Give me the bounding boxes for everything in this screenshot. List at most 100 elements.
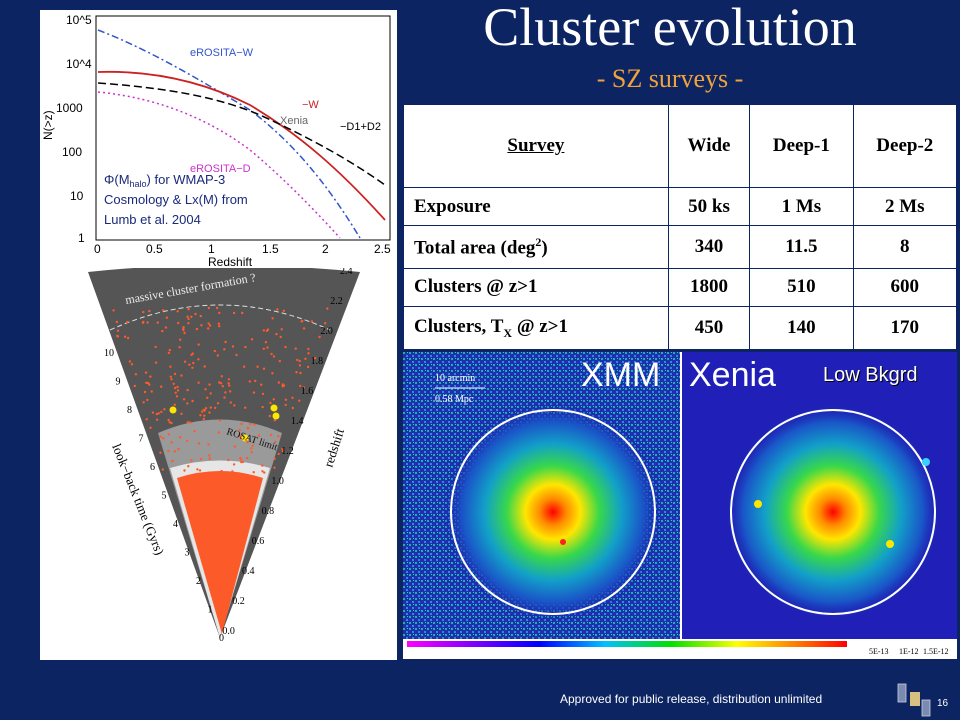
x-tick: 2: [322, 242, 329, 256]
galaxy-dot: [126, 336, 130, 340]
colorbar-tick: 1E-12: [899, 647, 919, 656]
galaxy-dot: [284, 398, 288, 401]
left-tick-label: 7: [139, 434, 144, 445]
left-tick-label: 4: [173, 519, 178, 530]
galaxy-dot: [306, 365, 310, 369]
galaxy-dot: [215, 306, 219, 310]
galaxy-dot: [165, 316, 169, 319]
galaxy-dot: [261, 464, 264, 467]
column-header: Survey: [403, 104, 669, 188]
galaxy-dot: [213, 349, 217, 353]
galaxy-dot: [301, 319, 304, 323]
galaxy-dot: [270, 352, 273, 356]
slide-subtitle: - SZ surveys -: [596, 64, 744, 93]
galaxy-dot: [261, 405, 264, 409]
galaxy-dot: [284, 403, 287, 407]
table-header-row: Survey Wide Deep-1 Deep-2: [403, 104, 958, 188]
galaxy-dot: [238, 428, 241, 432]
galaxy-dot: [168, 421, 171, 424]
galaxy-dot: [151, 411, 155, 414]
galaxy-dot: [233, 404, 236, 407]
galaxy-dot: [168, 348, 171, 352]
galaxy-dot: [173, 372, 177, 376]
table-row: Exposure 50 ks 1 Ms 2 Ms: [403, 186, 958, 227]
galaxy-dot: [223, 396, 226, 399]
galaxy-dot: [188, 363, 191, 366]
galaxy-dot: [262, 367, 266, 370]
galaxy-dot: [207, 327, 210, 330]
galaxy-dot: [170, 378, 173, 381]
galaxy-dot: [170, 441, 173, 444]
galaxy-dot: [250, 447, 253, 450]
galaxy-dot: [203, 365, 206, 368]
galaxy-dot: [156, 321, 159, 324]
galaxy-dot: [186, 388, 189, 392]
galaxy-dot: [264, 341, 268, 344]
galaxy-dot: [154, 361, 158, 364]
galaxy-dot: [186, 421, 189, 424]
galaxy-dot: [218, 419, 221, 422]
galaxy-dot: [169, 365, 172, 368]
galaxy-dot: [302, 327, 306, 330]
galaxy-dot: [298, 364, 302, 367]
galaxy-dot: [239, 435, 243, 439]
galaxy-dot: [218, 381, 221, 384]
xmm-label: XMM: [581, 356, 661, 394]
galaxy-dot: [199, 314, 202, 318]
galaxy-dot: [186, 439, 189, 442]
galaxy-dot: [183, 469, 186, 472]
galaxy-dot: [190, 353, 193, 357]
xenia-label: Xenia: [689, 356, 776, 394]
galaxy-dot: [182, 328, 185, 332]
galaxy-dot: [244, 406, 247, 409]
galaxy-dot: [190, 459, 193, 462]
galaxy-dot: [217, 322, 221, 325]
y-tick: 10^5: [66, 13, 92, 27]
row-label: Clusters @ z>1: [403, 267, 669, 307]
left-tick-label: 0: [219, 633, 224, 644]
galaxy-dot: [146, 321, 149, 324]
xenia-w-curve: [97, 70, 386, 221]
galaxy-dot: [307, 352, 310, 355]
table-cell: 1 Ms: [749, 186, 854, 227]
galaxy-dot: [284, 345, 287, 349]
curve-label: Xenia: [280, 115, 309, 127]
curve-label: eROSITA−W: [190, 47, 254, 59]
galaxy-dot: [179, 436, 182, 439]
row-label: Total area (deg2): [403, 225, 669, 269]
galaxy-dot: [240, 422, 243, 425]
galaxy-dot: [173, 403, 176, 406]
galaxy-dot: [246, 426, 249, 430]
galaxy-dot: [164, 326, 168, 329]
galaxy-dot: [225, 472, 228, 475]
galaxy-dot: [188, 421, 192, 424]
galaxy-dot: [162, 437, 165, 440]
galaxy-dot: [275, 332, 278, 336]
galaxy-dot: [182, 326, 185, 329]
x-tick: 1.5: [262, 242, 279, 256]
galaxy-dot: [231, 345, 235, 348]
right-tick-label: 2.0: [320, 326, 333, 337]
galaxy-dot: [250, 451, 253, 454]
galaxy-dot: [229, 390, 232, 393]
galaxy-dot: [145, 381, 148, 384]
table-cell: 50 ks: [667, 186, 751, 227]
galaxy-dot: [299, 384, 302, 388]
galaxy-dot: [277, 452, 280, 456]
galaxy-dot: [208, 457, 211, 460]
galaxy-dot: [228, 384, 231, 387]
column-header: Wide: [667, 104, 751, 188]
galaxy-dot: [298, 399, 301, 402]
galaxy-dot: [208, 411, 211, 414]
galaxy-dot: [235, 353, 238, 357]
satellite-icon: [897, 683, 931, 717]
galaxy-dot: [197, 442, 201, 445]
galaxy-dot: [197, 381, 200, 384]
galaxy-dot: [201, 410, 204, 413]
galaxy-dot: [279, 335, 282, 339]
right-axis-label: redshift: [321, 426, 348, 469]
galaxy-dot: [294, 347, 297, 350]
galaxy-dot: [249, 422, 252, 426]
galaxy-dot: [216, 354, 219, 357]
table-cell: 1800: [667, 267, 751, 307]
